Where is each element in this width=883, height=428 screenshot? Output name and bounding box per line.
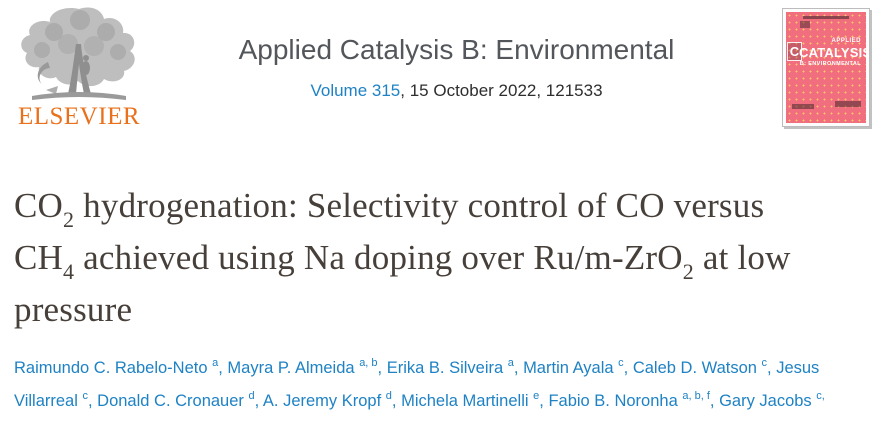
text-segment: , xyxy=(377,359,387,377)
elsevier-logo[interactable]: ELSEVIER xyxy=(14,6,144,129)
author-name[interactable]: A. Jeremy Kropf xyxy=(262,392,382,410)
volume-link[interactable]: Volume 315 xyxy=(310,81,401,100)
author-name[interactable]: Michela Martinelli xyxy=(401,392,529,410)
text-segment: , xyxy=(254,392,263,410)
affiliation-superscript: d xyxy=(385,389,392,402)
author-name[interactable]: Gary Jacobs xyxy=(719,392,812,410)
text-segment: at low pressure xyxy=(14,238,791,329)
text-segment xyxy=(757,359,762,377)
text-segment: , xyxy=(767,359,777,377)
text-segment: , xyxy=(87,392,98,410)
author-name[interactable]: Donald C. Cronauer xyxy=(97,392,244,410)
journal-cover-art: APPLIED C CATALYSIS B: ENVIRONMENTAL xyxy=(786,12,866,123)
affiliation-superscript: c xyxy=(82,389,88,402)
author-name[interactable]: Erika B. Silveira xyxy=(386,359,504,377)
text-segment: , xyxy=(539,392,549,410)
affiliation-superscript: a xyxy=(507,356,514,369)
author-name[interactable]: Martin Ayala xyxy=(523,359,614,377)
journal-title-link[interactable]: Applied Catalysis B: Environmental xyxy=(238,34,675,65)
author-name[interactable]: Jesus Villarreal xyxy=(14,359,820,410)
subscript: 4 xyxy=(63,259,75,284)
cover-fine-print-top-2 xyxy=(800,21,810,28)
issue-date-text: , 15 October 2022, 121533 xyxy=(400,81,603,100)
journal-cover-thumbnail[interactable]: APPLIED C CATALYSIS B: ENVIRONMENTAL xyxy=(782,8,870,127)
text-segment: , xyxy=(623,359,633,377)
text-segment: hydrogenation: Selectivity control of CO… xyxy=(14,186,765,277)
cover-fine-print-bottom-right xyxy=(835,101,861,107)
subscript: 2 xyxy=(682,259,694,284)
elsevier-tree-icon xyxy=(21,7,135,100)
cover-applied-label: APPLIED xyxy=(831,38,861,44)
affiliation-superscript: d xyxy=(248,389,255,402)
text-segment: , xyxy=(218,359,228,377)
cover-journal-subtitle: B: ENVIRONMENTAL xyxy=(799,61,861,67)
text-segment: , xyxy=(709,392,720,410)
author-name[interactable]: Fabio B. Noronha xyxy=(548,392,678,410)
cover-c-logo: C xyxy=(787,42,802,61)
author-list: Raimundo C. Rabelo-Neto a, Mayra P. Alme… xyxy=(14,352,876,418)
cover-fine-print-bottom-left xyxy=(792,104,814,109)
affiliation-superscript: e xyxy=(533,389,540,402)
text-segment: CO xyxy=(14,186,64,225)
article-title: CO2 hydrogenation: Selectivity control o… xyxy=(14,180,820,336)
affiliation-superscript: c xyxy=(618,356,624,369)
journal-heading-block: Applied Catalysis B: Environmental Volum… xyxy=(150,34,763,101)
subscript: 2 xyxy=(63,207,75,232)
text-segment: , xyxy=(513,359,524,377)
text-segment: , xyxy=(391,392,402,410)
affiliation-superscript: a xyxy=(212,356,219,369)
text-segment: achieved using Na doping over Ru/m-ZrO xyxy=(74,238,683,277)
author-name[interactable]: Raimundo C. Rabelo-Neto xyxy=(14,359,208,377)
elsevier-wordmark: ELSEVIER xyxy=(17,103,141,130)
text-segment xyxy=(244,392,249,410)
affiliation-superscript: c, xyxy=(816,389,825,402)
cover-journal-name: CATALYSIS xyxy=(799,45,866,60)
affiliation-superscript: c xyxy=(761,356,768,369)
author-name[interactable]: Caleb D. Watson xyxy=(632,359,757,377)
author-name[interactable]: Mayra P. Almeida xyxy=(227,359,355,377)
journal-banner: ELSEVIER Applied Catalysis B: Environmen… xyxy=(0,0,883,150)
affiliation-superscript: a, b, f xyxy=(682,389,710,402)
affiliation-superscript: a, b xyxy=(359,356,378,369)
cover-fine-print-top xyxy=(803,16,849,19)
volume-issue-line: Volume 315, 15 October 2022, 121533 xyxy=(150,81,763,101)
